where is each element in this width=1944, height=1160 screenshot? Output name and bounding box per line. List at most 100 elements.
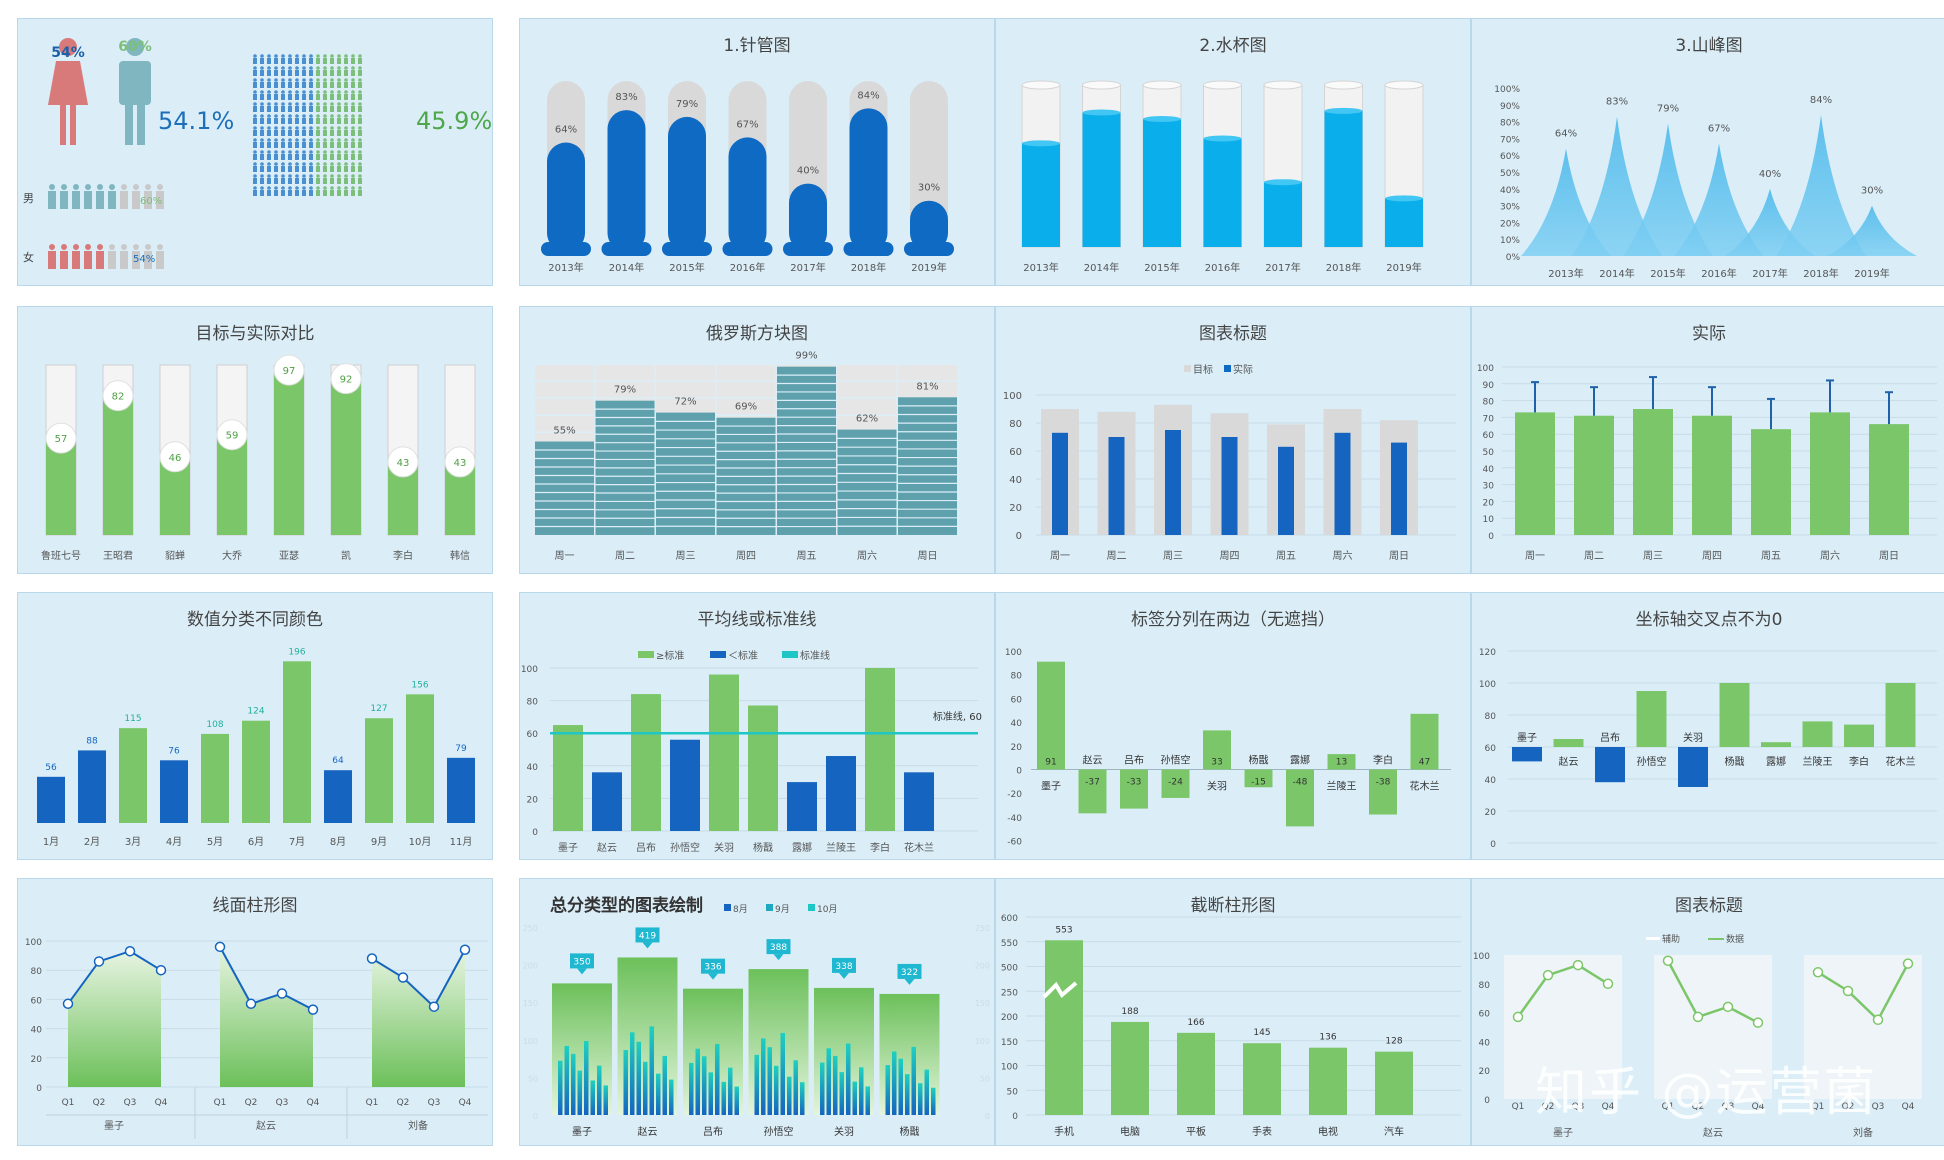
person-icon bbox=[260, 142, 264, 148]
y-tick-label: 60 bbox=[1483, 431, 1495, 441]
lineshade-chart-svg: 100 80 60 40 20 0 辅助 数据 Q1 Q2 Q3 Q4 墨子 Q1 Q2 Q3 Q4 赵云 Q1 Q2… bbox=[1473, 933, 1922, 1139]
needle-base bbox=[601, 242, 652, 256]
chart-title: 平均线或标准线 bbox=[697, 610, 817, 630]
bar-data-label: 124 bbox=[247, 707, 264, 717]
person-icon bbox=[267, 102, 271, 106]
people-icon-grid bbox=[253, 54, 362, 196]
female-person-icon bbox=[145, 244, 151, 250]
month-bar bbox=[630, 1032, 635, 1115]
panel-summary-chart: 250 250 200 200 150 150 100 100 50 50 0 0 8月 9月 10月 350… bbox=[519, 878, 995, 1146]
female-pct-label: 54% bbox=[51, 45, 85, 61]
cup-water-top bbox=[1203, 135, 1242, 142]
x-tick-label: 10月 bbox=[409, 836, 432, 848]
y-tick-label: 80 bbox=[1479, 981, 1491, 991]
value-bar bbox=[160, 760, 188, 823]
person-icon bbox=[309, 174, 313, 178]
month-bar bbox=[761, 1038, 766, 1115]
person-icon bbox=[260, 130, 264, 136]
y-tick-label: 80 bbox=[527, 698, 539, 708]
person-icon bbox=[274, 186, 278, 190]
x-tick-label: 2018年 bbox=[1803, 267, 1838, 280]
x-tick-label: 2016年 bbox=[1205, 261, 1240, 274]
chart-title: 实际 bbox=[1692, 324, 1726, 344]
y-tick-label: 100 bbox=[1005, 648, 1022, 658]
x-tick-label: 墨子 bbox=[558, 842, 578, 854]
person-icon bbox=[281, 130, 285, 136]
person-icon bbox=[267, 138, 271, 142]
person-icon bbox=[316, 54, 320, 58]
male-person-icon bbox=[157, 184, 163, 190]
person-icon bbox=[344, 106, 348, 112]
male-big-pct: 45.9% bbox=[416, 107, 492, 135]
person-icon bbox=[253, 130, 257, 136]
person-icon bbox=[267, 162, 271, 166]
panel-linearea-chart: 100 80 60 40 20 0 Q1 Q2 Q3 Q4 墨子 Q1 Q2 Q3 Q4 赵云 Q1 Q2 Q3 Q4… bbox=[17, 878, 493, 1146]
month-bar bbox=[905, 1074, 910, 1115]
data-point bbox=[1572, 959, 1584, 971]
tetris-bg-block bbox=[837, 399, 897, 415]
legend-swatch-aux bbox=[1646, 937, 1660, 940]
month-bar bbox=[846, 1043, 851, 1115]
person-icon bbox=[330, 70, 334, 76]
x-tick-label: 韩信 bbox=[450, 549, 470, 562]
y-tick-label-left: 150 bbox=[523, 999, 538, 1008]
person-icon bbox=[260, 190, 264, 196]
x-tick-label: 2014年 bbox=[1084, 261, 1119, 274]
actual-bar bbox=[46, 438, 76, 535]
bar-data-label: 108 bbox=[206, 720, 223, 730]
bubble-label: 46 bbox=[169, 453, 182, 464]
person-icon bbox=[358, 90, 362, 94]
x-tick-label: 周一 bbox=[1525, 550, 1545, 562]
x-tick-label: 周四 bbox=[1702, 550, 1722, 562]
series-line bbox=[1666, 960, 1759, 1024]
person-icon bbox=[288, 174, 292, 178]
y-tick-label: 0 bbox=[1490, 840, 1496, 850]
x-tick-label: 11月 bbox=[450, 836, 473, 848]
person-icon bbox=[288, 54, 292, 58]
person-icon bbox=[309, 94, 313, 100]
panel-twosides-chart: 100 80 60 40 20 0 -20 -40 -60 91 墨子 -37 赵云 -33 吕布 -24 孙悟… bbox=[995, 592, 1471, 860]
y-tick-label-right: 150 bbox=[975, 999, 990, 1008]
value-bubble bbox=[102, 380, 134, 412]
bar-data-label: 84% bbox=[857, 90, 879, 101]
month-bar bbox=[728, 1067, 733, 1115]
y-tick-label: -20 bbox=[1007, 790, 1022, 800]
x-tick-label: 周日 bbox=[1879, 550, 1899, 562]
x-tick-label: 1月 bbox=[43, 836, 59, 848]
person-icon bbox=[288, 130, 292, 136]
person-icon bbox=[351, 126, 355, 130]
male-person-icon bbox=[96, 191, 104, 209]
month-bar bbox=[852, 1081, 857, 1115]
bar-data-label: 67% bbox=[736, 119, 758, 130]
value-bar bbox=[37, 776, 65, 823]
person-icon bbox=[260, 186, 264, 190]
person-icon bbox=[260, 178, 264, 184]
female-person-icon bbox=[85, 244, 91, 250]
x-tick-label: 3月 bbox=[125, 836, 141, 848]
person-icon bbox=[274, 162, 278, 166]
person-icon bbox=[323, 150, 327, 154]
y-tick-label: 40 bbox=[527, 763, 539, 773]
legend-label: 辅助 bbox=[1662, 933, 1680, 945]
value-bar bbox=[1761, 742, 1791, 747]
x-tick-label: 2015年 bbox=[1144, 261, 1179, 274]
person-icon bbox=[316, 150, 320, 154]
value-bar bbox=[1719, 683, 1750, 747]
month-bar bbox=[859, 1067, 864, 1115]
person-icon bbox=[253, 78, 257, 82]
male-person-icon bbox=[49, 184, 55, 190]
x-tick-label: 墨子 bbox=[1041, 781, 1061, 793]
chart-title: 线面柱形图 bbox=[212, 896, 298, 916]
value-bar bbox=[1844, 724, 1874, 747]
person-icon bbox=[309, 70, 313, 76]
x-tick-label: 2018年 bbox=[851, 261, 886, 274]
person-icon bbox=[337, 138, 341, 142]
male-person-icon bbox=[73, 184, 79, 190]
cup-water-top bbox=[1264, 179, 1302, 186]
person-icon bbox=[344, 114, 348, 118]
person-icon bbox=[288, 70, 292, 76]
peak-shape bbox=[1623, 123, 1713, 256]
person-icon bbox=[253, 166, 257, 172]
person-icon bbox=[316, 114, 320, 118]
cup-rim bbox=[1142, 80, 1182, 90]
